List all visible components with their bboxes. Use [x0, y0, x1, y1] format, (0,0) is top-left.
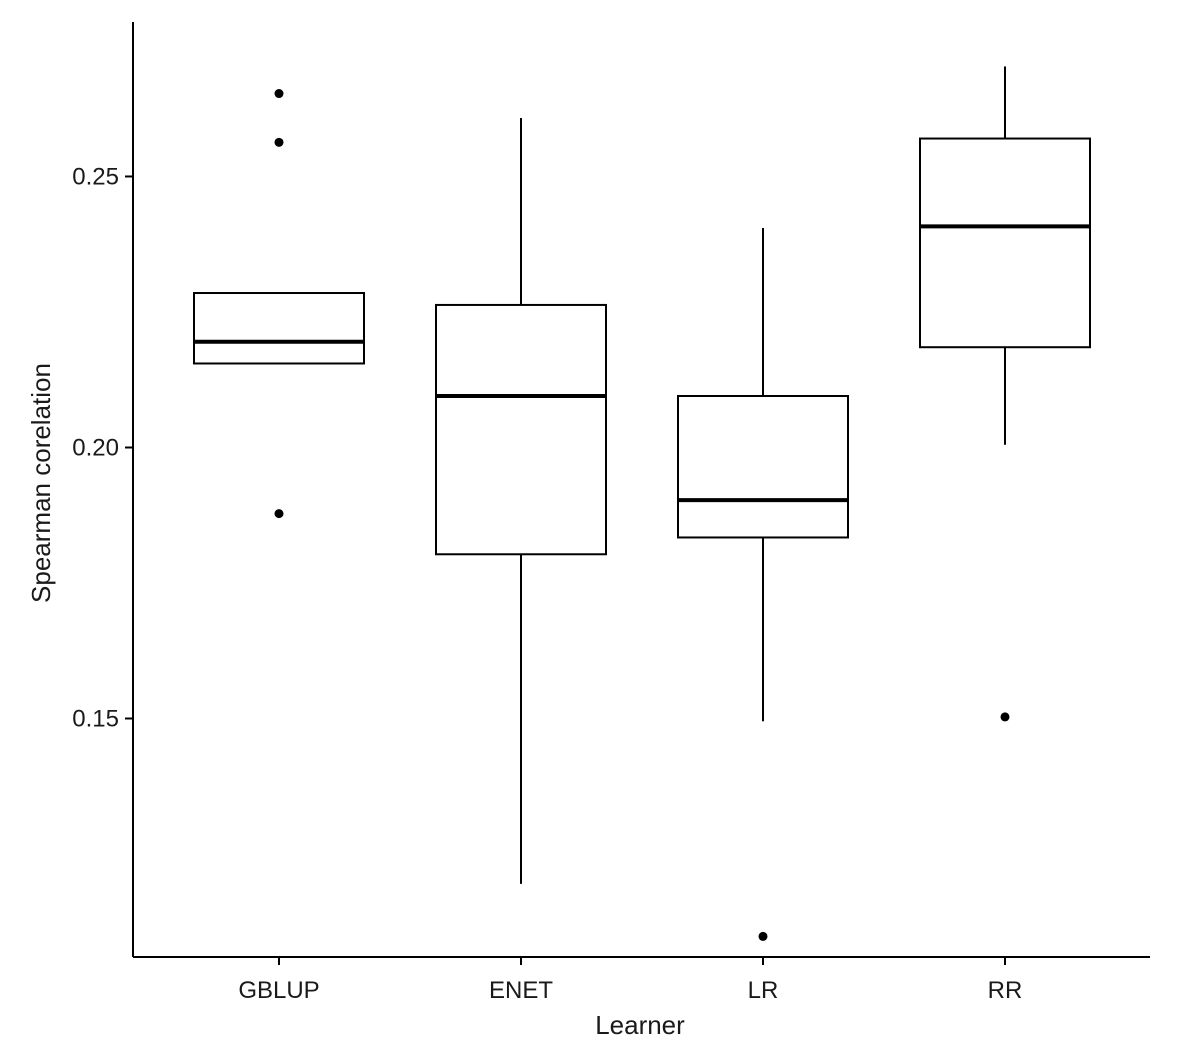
outlier-point: [758, 931, 768, 941]
outlier-point: [274, 137, 284, 147]
box-gblup: [193, 89, 365, 519]
box-enet: [435, 117, 607, 884]
boxes-layer: [193, 66, 1091, 941]
box-rr: [919, 66, 1091, 722]
x-tick-label: GBLUP: [238, 977, 319, 1004]
iqr-box: [919, 137, 1091, 349]
outlier-point: [274, 89, 284, 99]
outlier-point: [274, 509, 284, 519]
box-lr: [677, 227, 849, 941]
iqr-box: [435, 303, 607, 556]
outlier-point: [1000, 712, 1010, 722]
y-axis-title: Spearman corelation: [26, 363, 56, 603]
y-tick-label: 0.20: [72, 434, 119, 461]
x-tick-label: LR: [748, 977, 779, 1004]
x-axis-title: Learner: [595, 1010, 685, 1040]
iqr-box: [193, 292, 365, 365]
y-tick-label: 0.25: [72, 163, 119, 190]
y-tick-label: 0.15: [72, 706, 119, 733]
iqr-box: [677, 395, 849, 539]
x-tick-label: RR: [988, 977, 1023, 1004]
x-tick-label: ENET: [489, 977, 553, 1004]
axes: 0.15 0.20 0.25 GBLUP ENET LR RR: [72, 22, 1150, 1004]
